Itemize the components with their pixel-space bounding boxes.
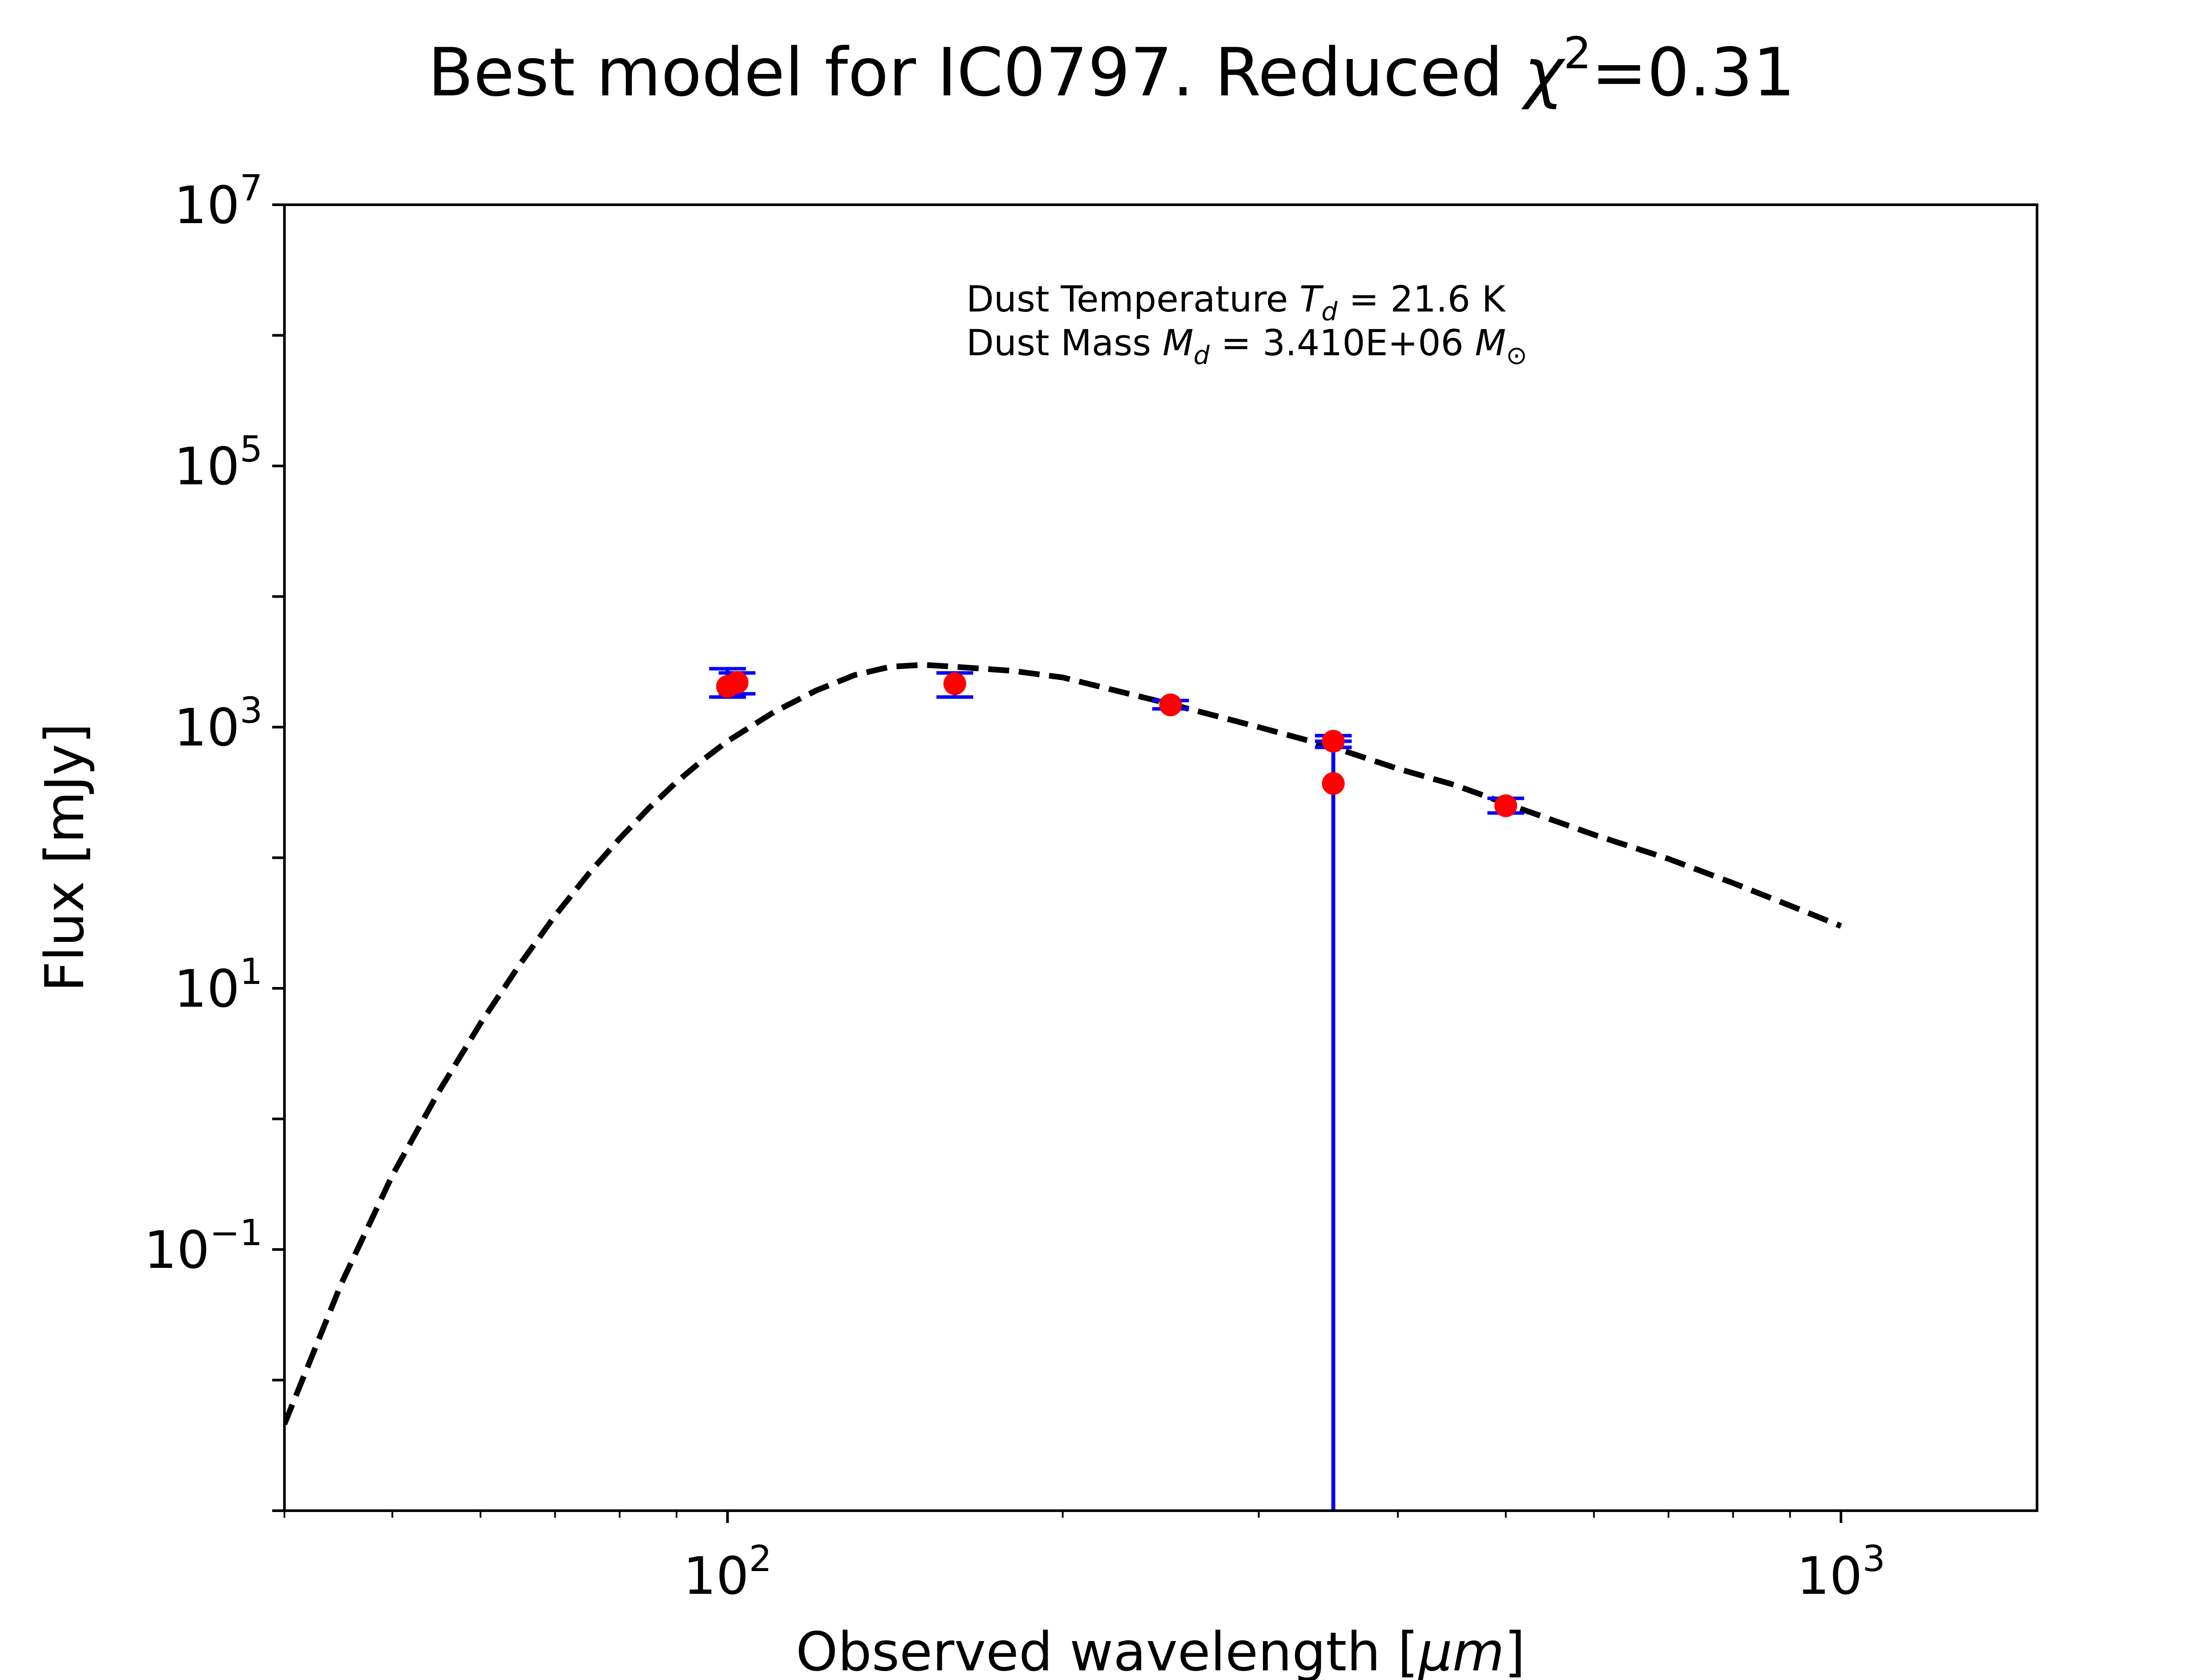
data-point-6	[1494, 794, 1518, 817]
x-axis-label: Observed wavelength [μm]	[796, 1621, 1525, 1680]
data-point-1	[726, 671, 749, 694]
chart-title: Best model for IC0797. Reduced χ2=0.31	[428, 28, 1795, 111]
data-point-5	[1322, 772, 1345, 795]
x-tick-label: 103	[1797, 1538, 1885, 1606]
y-axis-label: Flux [mJy]	[34, 723, 96, 992]
dust-mass-annotation: Dust Mass Md = 3.410E+06 M⊙	[966, 322, 1527, 370]
y-tick-label: 10−1	[144, 1212, 263, 1280]
y-axis: 10−1 101 103 105 107	[144, 168, 284, 1512]
y-tick-label: 101	[174, 951, 263, 1019]
x-tick-label: 102	[683, 1538, 771, 1606]
plot-area	[284, 662, 1842, 1511]
data-point-2	[943, 672, 966, 695]
y-tick-label: 107	[174, 168, 263, 235]
data-point-3	[1159, 693, 1182, 717]
x-axis: 102 103	[284, 1511, 1885, 1606]
dust-temperature-annotation: Dust Temperature Td = 21.6 K	[966, 279, 1506, 326]
y-tick-label: 103	[174, 690, 263, 758]
data-point-4	[1322, 730, 1345, 753]
y-tick-label: 105	[174, 429, 263, 497]
